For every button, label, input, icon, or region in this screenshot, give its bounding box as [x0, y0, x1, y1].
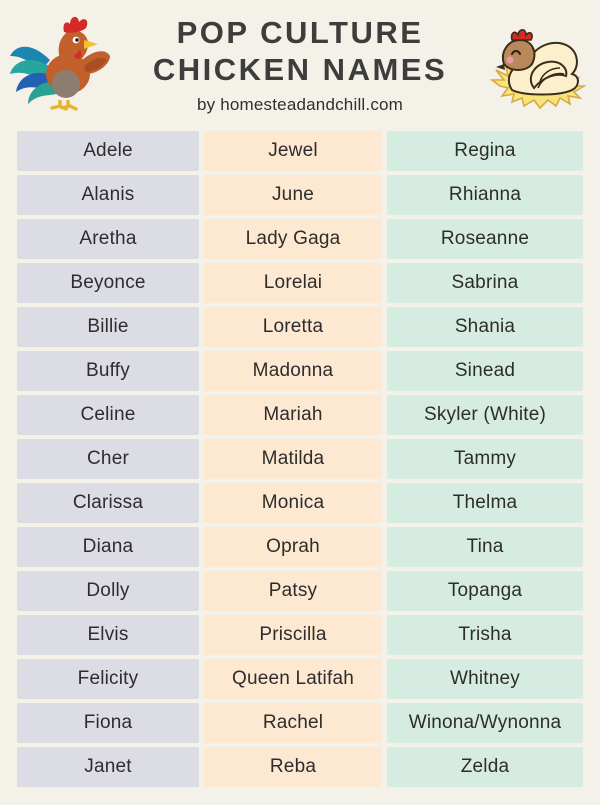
name-cell: Lorelai [204, 263, 382, 303]
name-cell: Aretha [17, 219, 199, 259]
name-cell: Alanis [17, 175, 199, 215]
name-cell: Mariah [204, 395, 382, 435]
name-cell: Cher [17, 439, 199, 479]
name-cell: Zelda [387, 747, 583, 787]
name-cell: Queen Latifah [204, 659, 382, 699]
name-cell: Winona/Wynonna [387, 703, 583, 743]
name-cell: Diana [17, 527, 199, 567]
attribution-text: by homesteadandchill.com [196, 95, 404, 115]
name-cell: Trisha [387, 615, 583, 655]
name-cell: Beyonce [17, 263, 199, 303]
header: POP CULTURE CHICKEN NAMES by homesteadan… [0, 0, 600, 131]
name-cell: Thelma [387, 483, 583, 523]
name-cell: Topanga [387, 571, 583, 611]
name-cell: Adele [17, 131, 199, 171]
hen-icon [490, 28, 586, 110]
name-cell: Skyler (White) [387, 395, 583, 435]
names-grid: Adele Jewel Regina Alanis June Rhianna Aretha L… [0, 131, 600, 787]
name-cell: Whitney [387, 659, 583, 699]
name-cell: Sabrina [387, 263, 583, 303]
name-cell: Clarissa [17, 483, 199, 523]
name-cell: Rachel [204, 703, 382, 743]
name-cell: Roseanne [387, 219, 583, 259]
name-cell: Regina [387, 131, 583, 171]
name-cell: Billie [17, 307, 199, 347]
name-cell: Loretta [204, 307, 382, 347]
name-cell: Buffy [17, 351, 199, 391]
name-cell: Tina [387, 527, 583, 567]
name-cell: Reba [204, 747, 382, 787]
name-cell: Dolly [17, 571, 199, 611]
name-cell: Priscilla [204, 615, 382, 655]
name-cell: Lady Gaga [204, 219, 382, 259]
name-cell: Madonna [204, 351, 382, 391]
name-cell: Janet [17, 747, 199, 787]
name-cell: Oprah [204, 527, 382, 567]
title-block: POP CULTURE CHICKEN NAMES by homesteadan… [0, 14, 600, 115]
name-cell: Rhianna [387, 175, 583, 215]
name-cell: Matilda [204, 439, 382, 479]
name-cell: Tammy [387, 439, 583, 479]
rooster-icon [10, 16, 110, 111]
page-title-line1: POP CULTURE [176, 15, 424, 50]
name-cell: Patsy [204, 571, 382, 611]
name-cell: Monica [204, 483, 382, 523]
name-cell: Shania [387, 307, 583, 347]
name-cell: Felicity [17, 659, 199, 699]
name-cell: Celine [17, 395, 199, 435]
name-cell: Fiona [17, 703, 199, 743]
name-cell: Jewel [204, 131, 382, 171]
name-cell: Elvis [17, 615, 199, 655]
name-cell: June [204, 175, 382, 215]
name-cell: Sinead [387, 351, 583, 391]
page-title-line2: CHICKEN NAMES [152, 52, 448, 88]
